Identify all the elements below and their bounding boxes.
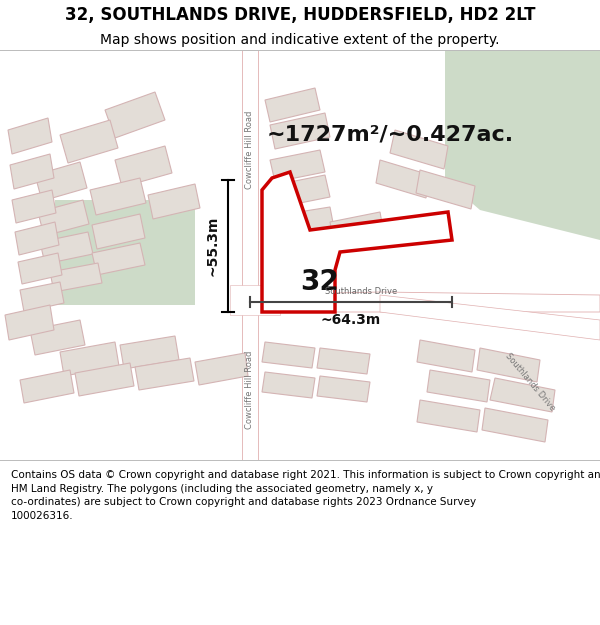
Polygon shape <box>148 184 200 219</box>
Polygon shape <box>477 348 540 382</box>
Polygon shape <box>20 282 64 312</box>
Text: Southlands Drive: Southlands Drive <box>503 351 557 413</box>
Polygon shape <box>262 172 452 312</box>
Polygon shape <box>417 340 475 372</box>
Polygon shape <box>5 305 54 340</box>
Polygon shape <box>10 154 54 189</box>
Polygon shape <box>482 408 548 442</box>
Polygon shape <box>12 190 56 223</box>
Polygon shape <box>242 292 600 312</box>
Polygon shape <box>265 88 320 122</box>
Text: 32: 32 <box>301 268 340 296</box>
Polygon shape <box>195 353 248 385</box>
Polygon shape <box>376 160 430 198</box>
Polygon shape <box>262 372 315 398</box>
Text: Cowcliffe Hill Road: Cowcliffe Hill Road <box>245 111 254 189</box>
Polygon shape <box>417 400 480 432</box>
Polygon shape <box>18 253 62 284</box>
Polygon shape <box>275 175 330 207</box>
Polygon shape <box>60 120 118 163</box>
Text: Map shows position and indicative extent of the property.: Map shows position and indicative extent… <box>100 33 500 47</box>
Text: Cowcliffe Hill Road: Cowcliffe Hill Road <box>245 351 254 429</box>
Polygon shape <box>317 376 370 402</box>
Polygon shape <box>55 200 195 305</box>
Polygon shape <box>270 150 325 182</box>
Text: 32, SOUTHLANDS DRIVE, HUDDERSFIELD, HD2 2LT: 32, SOUTHLANDS DRIVE, HUDDERSFIELD, HD2 … <box>65 6 535 24</box>
Text: Contains OS data © Crown copyright and database right 2021. This information is : Contains OS data © Crown copyright and d… <box>11 470 600 521</box>
Polygon shape <box>317 348 370 374</box>
Polygon shape <box>416 170 475 209</box>
Polygon shape <box>75 363 134 396</box>
Polygon shape <box>390 130 448 169</box>
Polygon shape <box>230 285 280 315</box>
Text: Southlands Drive: Southlands Drive <box>325 287 397 296</box>
Polygon shape <box>90 178 146 215</box>
Polygon shape <box>15 222 59 255</box>
Polygon shape <box>262 342 315 368</box>
Polygon shape <box>50 263 102 292</box>
Text: ~1727m²/~0.427ac.: ~1727m²/~0.427ac. <box>266 125 514 145</box>
Polygon shape <box>30 320 85 355</box>
Polygon shape <box>490 378 555 412</box>
Polygon shape <box>115 146 172 187</box>
Polygon shape <box>135 358 194 390</box>
Text: ~64.3m: ~64.3m <box>321 313 381 327</box>
Polygon shape <box>270 113 330 149</box>
Text: ~55.3m: ~55.3m <box>205 216 219 276</box>
Polygon shape <box>38 200 89 236</box>
Polygon shape <box>280 207 334 236</box>
Polygon shape <box>445 50 600 240</box>
Polygon shape <box>105 92 165 138</box>
Polygon shape <box>427 370 490 402</box>
Polygon shape <box>120 336 179 369</box>
Polygon shape <box>20 370 74 403</box>
Polygon shape <box>8 118 52 154</box>
Polygon shape <box>40 232 93 264</box>
Polygon shape <box>92 243 145 275</box>
Polygon shape <box>60 342 119 376</box>
Polygon shape <box>35 162 87 201</box>
Polygon shape <box>92 214 145 249</box>
Polygon shape <box>242 50 258 460</box>
Polygon shape <box>330 212 384 244</box>
Polygon shape <box>380 295 600 340</box>
